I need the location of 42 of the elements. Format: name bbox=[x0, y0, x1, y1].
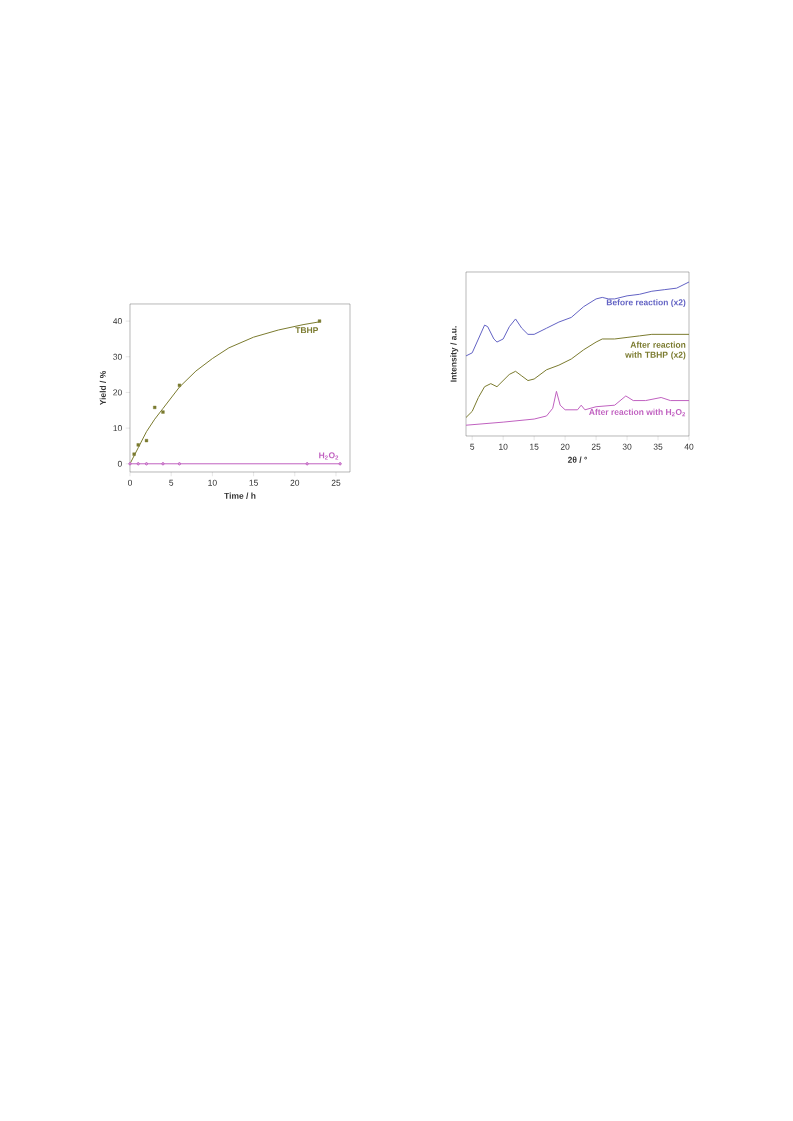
y-tick-label: 30 bbox=[113, 353, 122, 360]
point bbox=[161, 410, 165, 414]
point bbox=[144, 439, 149, 443]
series-label: Before reaction (x2) bbox=[606, 299, 686, 308]
y-axis-title: Intensity / a.u. bbox=[450, 326, 459, 382]
x-tick-label: 0 bbox=[127, 479, 133, 486]
y-tick-label: 40 bbox=[113, 318, 122, 325]
x-tick-label: 10 bbox=[499, 443, 508, 450]
x-axis-title: 2θ / ° bbox=[567, 456, 587, 463]
y-tick-label: 20 bbox=[113, 389, 122, 396]
point bbox=[153, 405, 157, 410]
y-tick-label: 0 bbox=[117, 460, 122, 467]
point bbox=[132, 452, 136, 456]
point bbox=[317, 319, 322, 323]
point bbox=[128, 462, 132, 466]
point bbox=[177, 383, 182, 387]
point bbox=[161, 462, 165, 466]
x-tick-label: 15 bbox=[249, 479, 258, 486]
x-axis-title: Time / h bbox=[224, 492, 256, 499]
x-tick-label: 5 bbox=[169, 479, 174, 486]
x-tick-label: 10 bbox=[208, 479, 217, 486]
x-tick-label: 25 bbox=[331, 479, 341, 486]
point bbox=[144, 462, 149, 466]
x-tick-label: 15 bbox=[530, 443, 539, 450]
x-tick-label: 35 bbox=[653, 443, 663, 450]
point bbox=[338, 462, 342, 466]
series-label: After reaction with TBHP (x2) bbox=[625, 341, 686, 360]
x-tick-label: 20 bbox=[560, 443, 570, 450]
y-tick-label: 10 bbox=[113, 425, 122, 432]
x-tick-label: 40 bbox=[684, 443, 694, 450]
point bbox=[136, 443, 140, 447]
point bbox=[177, 462, 182, 466]
series-label: H$_{2}$O$_{2}$ bbox=[319, 452, 339, 460]
point bbox=[305, 462, 309, 466]
y-axis-title: Yield / % bbox=[99, 370, 106, 406]
series-label: After reaction with H$_{2}$O$_{2}$ bbox=[589, 408, 686, 417]
point bbox=[136, 462, 140, 466]
series-label: TBHP bbox=[295, 327, 319, 334]
x-tick-label: 30 bbox=[622, 443, 632, 450]
x-tick-label: 5 bbox=[470, 443, 475, 450]
x-tick-label: 20 bbox=[290, 479, 300, 486]
x-tick-label: 25 bbox=[591, 443, 601, 450]
